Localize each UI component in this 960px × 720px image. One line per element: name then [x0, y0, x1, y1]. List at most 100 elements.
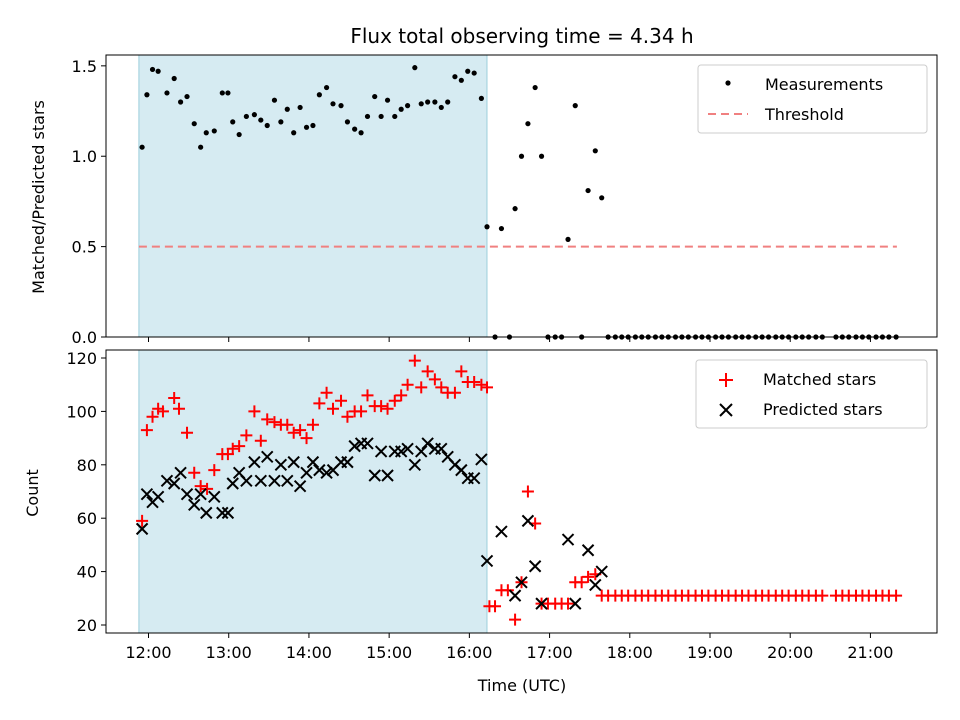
measurement-point: [211, 128, 217, 134]
matched-star-point: [475, 378, 488, 391]
chart-title: Flux total observing time = 4.34 h: [350, 24, 693, 48]
top-y-tick-label: 0.5: [72, 238, 97, 257]
measurement-point: [384, 97, 391, 103]
bottom-y-tick-label: 20: [77, 616, 97, 635]
matched-star-point: [233, 440, 246, 453]
measurement-point: [532, 84, 538, 91]
matched-star-point: [168, 392, 181, 405]
matched-star-point: [156, 405, 169, 418]
measurement-point: [512, 206, 518, 212]
predicted-star-point: [274, 458, 288, 472]
top-y-tick-label: 1.0: [72, 147, 97, 166]
predicted-star-point: [381, 469, 394, 482]
predicted-star-point: [475, 453, 488, 466]
predicted-star-point: [216, 506, 229, 520]
measurement-point: [372, 93, 378, 100]
matched-star-point: [248, 405, 261, 418]
matched-star-point: [313, 397, 326, 410]
top-y-tick-label: 0.0: [72, 328, 97, 347]
bottom-x-tick-label: 17:00: [527, 643, 573, 662]
predicted-star-point: [194, 487, 207, 501]
measurement-point: [465, 68, 471, 74]
predicted-star-point: [521, 514, 535, 528]
legend-matched-marker: [719, 373, 733, 387]
bottom-panel: 20 40 60 80 100 120 12:00 13:00 14:00 15:00 16:00…: [23, 349, 938, 695]
measurement-point: [392, 113, 398, 120]
top-y-ticks: 0.0 0.5 1.0 1.5: [72, 57, 106, 347]
measurement-point: [418, 101, 424, 107]
bottom-x-tick-label: 15:00: [366, 643, 412, 662]
matched-star-point: [421, 365, 434, 378]
predicted-star-point: [306, 455, 320, 469]
predicted-star-point: [508, 589, 522, 602]
matched-star-point: [136, 514, 149, 527]
matched-star-point: [501, 584, 514, 597]
top-panel: 0.0 0.5 1.0 1.5 Matched/Predicted stars Mea…: [29, 54, 938, 347]
measurement-point: [184, 93, 190, 100]
matched-star-point: [181, 426, 194, 439]
predicted-star-point: [569, 597, 582, 610]
matched-star-point: [268, 416, 281, 429]
matched-star-point: [254, 434, 267, 447]
top-x-ticks: [148, 337, 871, 342]
predicted-star-point: [287, 455, 300, 469]
predicted-star-point: [174, 466, 187, 480]
measurement-point: [565, 236, 571, 242]
matched-star-point: [306, 418, 319, 431]
top-y-axis-label: Matched/Predicted stars: [29, 100, 48, 294]
matched-star-point: [188, 466, 201, 479]
measurement-point: [498, 225, 505, 232]
bottom-y-tick-label: 60: [77, 509, 97, 528]
measurement-point: [425, 99, 431, 105]
predicted-star-point: [300, 466, 313, 480]
measurement-point: [404, 103, 411, 109]
bottom-observing-span: [138, 349, 488, 634]
measurement-point: [284, 106, 290, 112]
predicted-star-point: [254, 474, 268, 488]
predicted-star-point: [435, 442, 448, 455]
matched-star-point: [320, 386, 333, 399]
measurement-point: [338, 103, 344, 109]
measurement-point: [155, 68, 161, 74]
legend-measurements-label: Measurements: [765, 75, 883, 94]
predicted-star-point: [467, 471, 481, 485]
measurement-point: [471, 70, 477, 76]
predicted-star-point: [208, 490, 221, 504]
measurement-point: [251, 112, 257, 118]
bottom-x-tick-label: 19:00: [687, 643, 733, 662]
measurement-point: [243, 113, 249, 120]
measurement-point: [518, 153, 525, 159]
measurement-point: [585, 187, 591, 194]
predicted-star-point: [261, 450, 274, 463]
matched-star-point: [375, 400, 388, 413]
bottom-axes-frame: [105, 349, 938, 634]
measurement-point: [572, 103, 578, 109]
matched-star-point: [448, 386, 461, 399]
predicted-star-point: [341, 455, 354, 469]
measurement-point: [398, 106, 404, 112]
predicted-star-point: [581, 544, 595, 557]
predicted-star-point: [160, 474, 174, 488]
predicted-star-point: [515, 576, 528, 589]
matched-star-point: [401, 378, 414, 391]
bottom-y-axis-label: Count: [23, 469, 42, 517]
measurement-points: [139, 65, 899, 340]
matched-star-point: [172, 402, 185, 415]
measurement-point: [352, 126, 358, 132]
matched-star-point: [146, 410, 159, 423]
predicted-star-point: [348, 439, 361, 453]
measurement-point: [316, 92, 322, 98]
predicted-star-point: [415, 445, 428, 458]
measurement-point: [139, 144, 145, 150]
measurement-point: [452, 74, 458, 80]
measurement-point: [484, 224, 490, 230]
matched-star-point: [355, 405, 368, 418]
predicted-star-point: [313, 463, 326, 477]
bottom-y-tick-label: 120: [66, 349, 97, 368]
measurement-point: [191, 121, 197, 127]
predicted-star-point: [268, 474, 281, 488]
measurement-point: [203, 130, 209, 136]
matched-star-point: [388, 394, 401, 407]
measurement-point: [297, 104, 303, 111]
measurement-point: [412, 65, 418, 71]
